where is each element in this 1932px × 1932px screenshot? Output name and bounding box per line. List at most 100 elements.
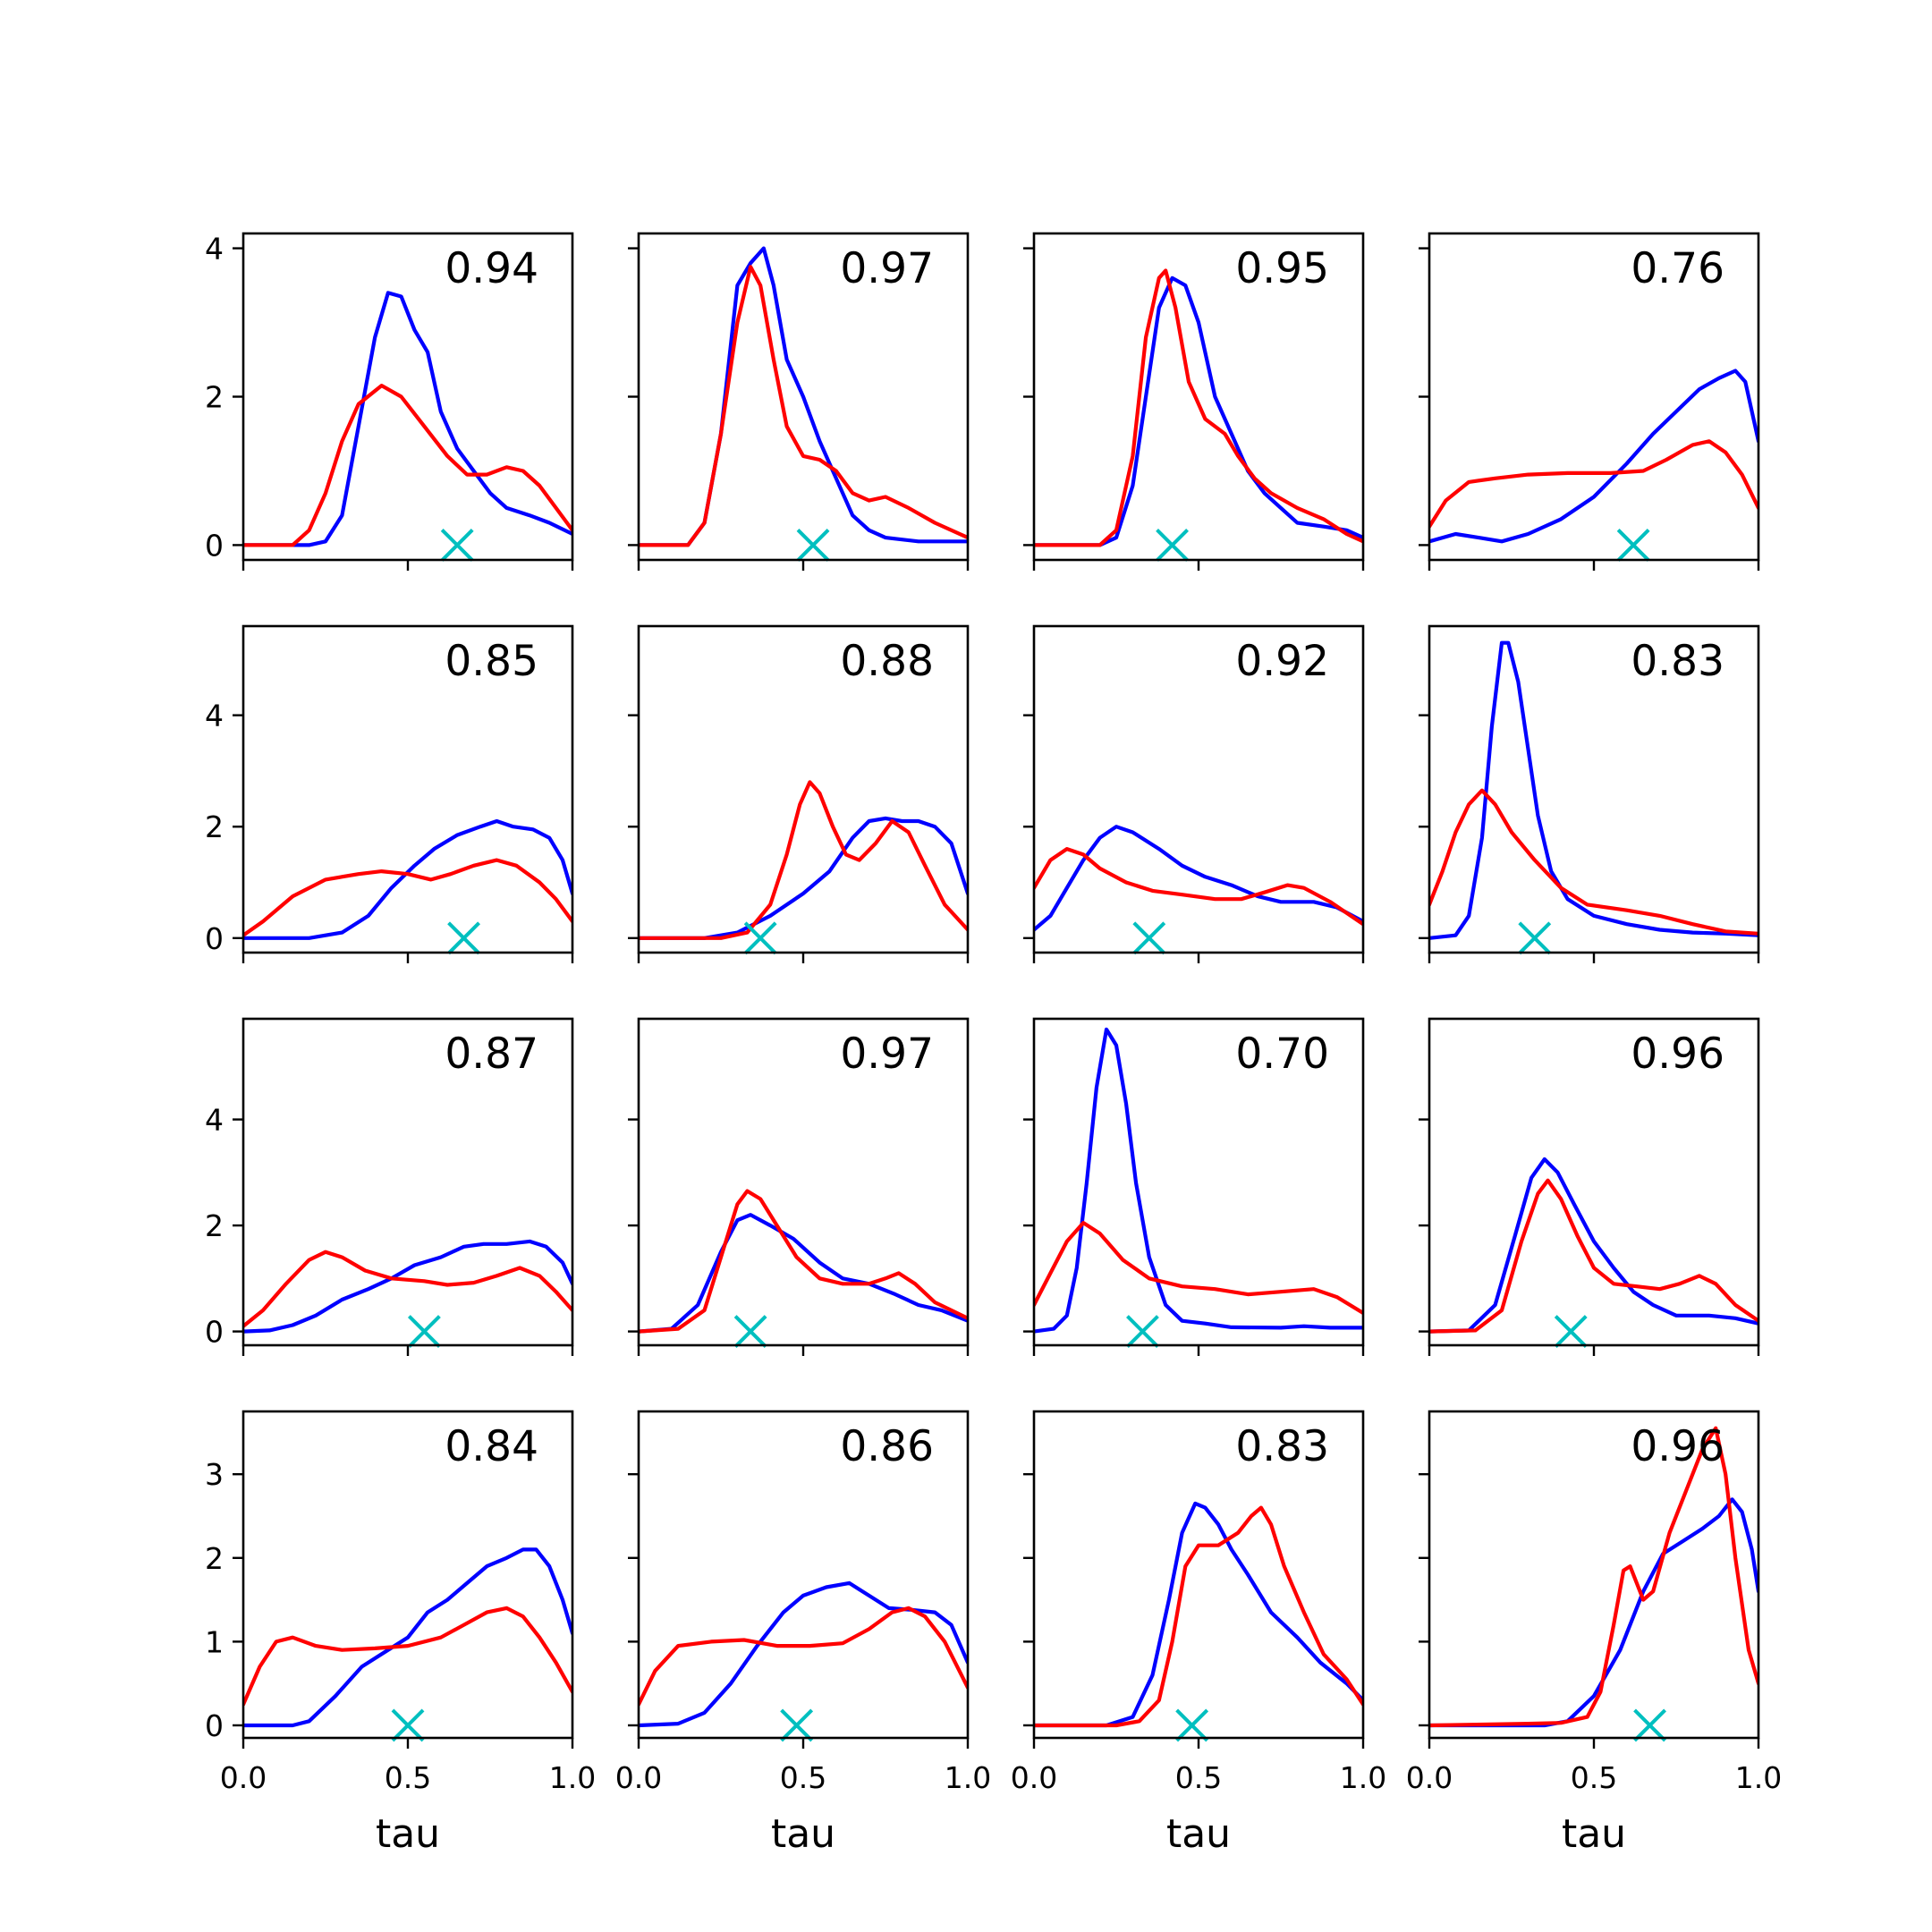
blue-density-line: [243, 818, 572, 940]
x-tick-label: 0.0: [615, 1760, 662, 1795]
red-density-line: [639, 1606, 968, 1707]
blue-density-line: [1034, 825, 1363, 932]
score-label: 0.83: [1631, 637, 1724, 686]
red-density-line: [639, 1189, 968, 1334]
x-tick-label: 0.5: [780, 1760, 826, 1795]
score-label: 0.88: [840, 637, 934, 686]
x-marker: [796, 528, 830, 562]
subplot-0-0: 0.94 0 2 4: [205, 232, 574, 571]
red-density-line: [243, 858, 572, 937]
y-tick-label: 0: [205, 1708, 224, 1743]
score-label: 0.85: [445, 637, 538, 686]
x-axis-label: tau: [1166, 1811, 1231, 1857]
red-density-line: [1429, 1178, 1758, 1334]
subplot-3-1: 0.86 0.0 0.5 1.0 tau: [615, 1410, 991, 1857]
subplot-1-0: 0.85 0 2 4: [205, 624, 574, 963]
x-tick-label: 0.5: [385, 1760, 431, 1795]
x-marker: [743, 921, 777, 955]
x-marker: [1175, 1708, 1209, 1742]
red-density-line: [1034, 1221, 1363, 1315]
subplot-3-0: 0.84 0 1 2 3 0.0 0.5 1.0 tau: [205, 1410, 596, 1857]
subplot-0-3: 0.76: [1419, 232, 1760, 571]
score-label: 0.83: [1235, 1422, 1329, 1471]
blue-density-line: [1429, 640, 1758, 940]
red-density-line: [243, 384, 572, 547]
subplot-0-1: 0.97: [628, 232, 970, 571]
y-tick-label: 2: [205, 380, 224, 415]
x-axis-label: tau: [771, 1811, 835, 1857]
blue-density-line: [243, 291, 572, 547]
y-tick-label: 1: [205, 1624, 224, 1659]
x-marker: [407, 1315, 441, 1349]
blue-density-line: [1429, 369, 1758, 544]
score-label: 0.94: [445, 244, 538, 293]
x-tick-label: 1.0: [945, 1760, 991, 1795]
red-density-line: [1429, 1426, 1758, 1728]
subplot-0-2: 0.95: [1023, 232, 1365, 571]
x-marker: [440, 528, 474, 562]
score-label: 0.92: [1235, 637, 1329, 686]
score-label: 0.96: [1631, 1422, 1724, 1471]
red-density-line: [1429, 439, 1758, 529]
subplot-1-2: 0.92: [1023, 624, 1365, 963]
y-tick-label: 4: [205, 699, 224, 733]
y-tick-label: 2: [205, 809, 224, 844]
score-label: 0.70: [1235, 1030, 1329, 1079]
blue-density-line: [243, 1547, 572, 1728]
y-tick-label: 4: [205, 1103, 224, 1138]
subplot-1-1: 0.88: [628, 624, 970, 963]
x-marker: [1616, 528, 1650, 562]
red-density-line: [1034, 847, 1363, 927]
blue-density-line: [1034, 275, 1363, 547]
x-marker: [1633, 1708, 1666, 1742]
x-tick-label: 1.0: [1340, 1760, 1386, 1795]
red-density-line: [243, 1606, 572, 1707]
y-tick-label: 4: [205, 232, 224, 267]
x-marker: [1132, 921, 1166, 955]
subplot-3-2: 0.83 0.0 0.5 1.0 tau: [1011, 1410, 1386, 1857]
subplot-1-3: 0.83: [1419, 624, 1760, 963]
y-tick-label: 3: [205, 1457, 224, 1492]
y-tick-label: 0: [205, 528, 224, 563]
y-tick-label: 2: [205, 1208, 224, 1243]
x-tick-label: 1.0: [549, 1760, 596, 1795]
blue-density-line: [639, 1213, 968, 1334]
score-label: 0.86: [840, 1422, 934, 1471]
y-tick-label: 2: [205, 1541, 224, 1576]
x-marker: [1156, 528, 1189, 562]
x-tick-label: 0.0: [1011, 1760, 1057, 1795]
subplot-2-3: 0.96: [1419, 1017, 1760, 1356]
blue-density-line: [639, 816, 968, 940]
blue-density-line: [1034, 1027, 1363, 1334]
x-marker: [780, 1708, 814, 1742]
subplot-2-2: 0.70: [1023, 1017, 1365, 1356]
score-label: 0.95: [1235, 244, 1329, 293]
y-tick-label: 0: [205, 1315, 224, 1350]
y-tick-label: 0: [205, 921, 224, 956]
score-label: 0.87: [445, 1030, 538, 1079]
subplot-3-3: 0.96 0.0 0.5 1.0 tau: [1406, 1410, 1782, 1857]
red-density-line: [639, 780, 968, 940]
subplot-2-1: 0.97: [628, 1017, 970, 1356]
red-density-line: [243, 1250, 572, 1328]
x-marker: [1518, 921, 1552, 955]
x-axis-label: tau: [376, 1811, 440, 1857]
red-density-line: [639, 265, 968, 547]
blue-density-line: [1034, 1501, 1363, 1728]
x-marker: [733, 1315, 767, 1349]
score-label: 0.84: [445, 1422, 538, 1471]
score-label: 0.97: [840, 244, 934, 293]
blue-density-line: [1429, 1157, 1758, 1334]
score-label: 0.97: [840, 1030, 934, 1079]
blue-density-line: [243, 1239, 572, 1334]
x-tick-label: 0.0: [220, 1760, 267, 1795]
blue-density-line: [1429, 1497, 1758, 1728]
blue-density-line: [639, 1580, 968, 1728]
red-density-line: [1034, 268, 1363, 547]
red-density-line: [1034, 1505, 1363, 1728]
x-marker: [447, 921, 480, 955]
x-tick-label: 0.0: [1406, 1760, 1453, 1795]
x-tick-label: 0.5: [1571, 1760, 1617, 1795]
red-density-line: [1429, 788, 1758, 936]
